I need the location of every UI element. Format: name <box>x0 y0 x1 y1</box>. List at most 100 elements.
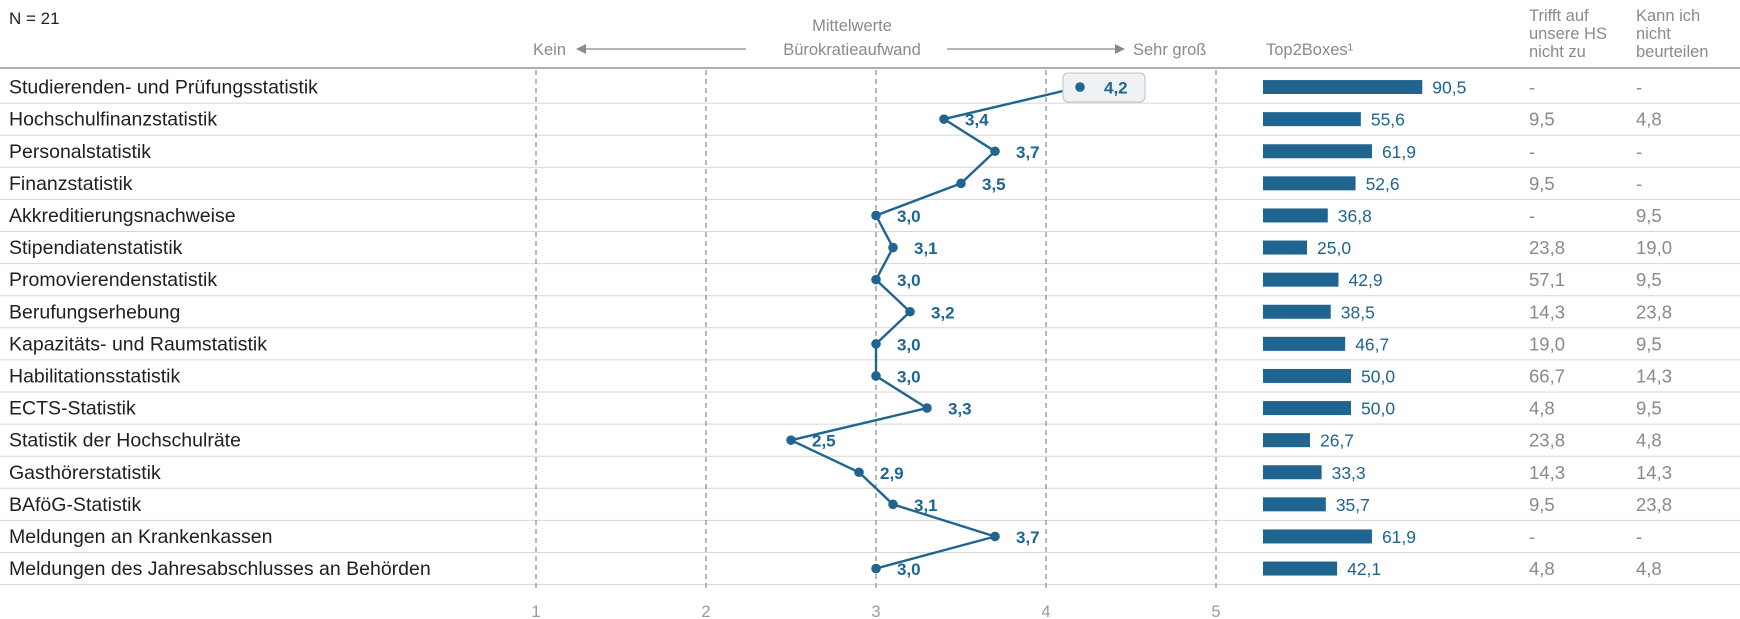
top2-value-label: 25,0 <box>1317 238 1351 258</box>
category-label: ECTS-Statistik <box>9 398 136 420</box>
top2-value-label: 46,7 <box>1355 334 1389 354</box>
trifft-nicht-zu-value: 4,8 <box>1529 398 1555 419</box>
top2-bar <box>1263 401 1351 416</box>
mean-value-label: 3,2 <box>931 303 955 322</box>
kann-nicht-beurteilen-value: - <box>1636 526 1642 547</box>
top2-bar <box>1263 561 1338 576</box>
category-label: BAföG-Statistik <box>9 494 141 516</box>
trifft-nicht-zu-value: - <box>1529 77 1535 98</box>
mean-line-series: 4,2 3,4 3,7 3,5 3,0 3,1 3,0 3,2 3,0 3,0 3,3 2,5 2,9 3… <box>786 72 1146 579</box>
mean-point <box>905 306 915 317</box>
top2-bar <box>1263 368 1351 383</box>
col3-header-line: nicht zu <box>1529 43 1586 61</box>
category-label: Gasthörerstatistik <box>9 462 161 484</box>
top2-value-label: 33,3 <box>1332 463 1366 483</box>
x-tick-label: 5 <box>1211 603 1220 619</box>
category-label: Habilitationsstatistik <box>9 365 180 387</box>
top2-value-label: 61,9 <box>1382 142 1416 162</box>
right-anchor-label: Sehr groß <box>1133 41 1206 59</box>
kann-nicht-beurteilen-value: 9,5 <box>1636 269 1662 290</box>
col4-header: Kann ich nicht beurteilen <box>1636 7 1708 61</box>
category-label: Kapazitäts- und Raumstatistik <box>9 333 267 355</box>
mean-value-label: 3,0 <box>897 207 921 226</box>
mean-point <box>922 403 932 413</box>
x-tick-label: 2 <box>701 603 710 619</box>
top2-value-label: 50,0 <box>1361 399 1395 419</box>
category-label: Stipendiatenstatistik <box>9 237 183 259</box>
kann-nicht-beurteilen-value: - <box>1636 77 1642 98</box>
top2-bar <box>1263 433 1310 448</box>
category-label: Meldungen des Jahresabschlusses an Behör… <box>9 558 431 580</box>
top2-value-label: 26,7 <box>1320 431 1354 451</box>
top2-bar <box>1263 304 1331 319</box>
col4-header-line: Kann ich <box>1636 7 1700 25</box>
left-anchor-label: Kein <box>533 41 566 59</box>
trifft-nicht-zu-value: 9,5 <box>1529 109 1555 130</box>
mean-value-label: 3,1 <box>914 239 938 258</box>
mean-point <box>990 146 1000 157</box>
mean-point <box>871 274 881 285</box>
kann-nicht-beurteilen-value: 23,8 <box>1636 301 1672 322</box>
trifft-nicht-zu-value: 23,8 <box>1529 430 1565 451</box>
n-label: N = 21 <box>9 9 60 28</box>
top2-bar <box>1263 465 1322 480</box>
col3-header-line: Trifft auf <box>1529 7 1589 25</box>
mean-value-label: 3,7 <box>1016 528 1040 547</box>
trifft-nicht-zu-value: 14,3 <box>1529 301 1565 322</box>
top2-value-label: 35,7 <box>1336 495 1370 515</box>
mean-value-label: 3,0 <box>897 271 921 290</box>
col3-header: Trifft auf unsere HS nicht zu <box>1529 7 1607 61</box>
trifft-nicht-zu-value: - <box>1529 141 1535 162</box>
top2-value-label: 90,5 <box>1432 78 1466 98</box>
top2-value-label: 50,0 <box>1361 366 1395 386</box>
mean-value-label: 4,2 <box>1104 79 1128 98</box>
mean-point <box>990 531 1000 542</box>
top2-bar <box>1263 144 1372 159</box>
mean-point <box>888 499 898 510</box>
mean-value-label: 3,3 <box>948 400 972 419</box>
top2-bar <box>1263 272 1339 287</box>
kann-nicht-beurteilen-value: 14,3 <box>1636 462 1672 483</box>
mean-value-label: 3,4 <box>965 111 989 130</box>
top2-bar <box>1263 240 1307 255</box>
trifft-nicht-zu-value: 14,3 <box>1529 462 1565 483</box>
row-separators <box>0 102 1740 586</box>
top2-bar <box>1263 336 1346 351</box>
top2-column-title: Top2Boxes¹ <box>1266 41 1354 59</box>
category-label: Statistik der Hochschulräte <box>9 430 241 452</box>
kann-nicht-beurteilen-value: 4,8 <box>1636 558 1662 579</box>
mean-line <box>789 85 1081 570</box>
category-label: Berufungserhebung <box>9 301 180 323</box>
right-arrow-icon <box>947 44 1125 54</box>
top2-bar <box>1263 80 1423 95</box>
trifft-nicht-zu-value: - <box>1529 205 1535 226</box>
category-label: Akkreditierungsnachweise <box>9 205 236 227</box>
mean-value-label: 3,0 <box>897 367 921 386</box>
top2-value-label: 52,6 <box>1366 174 1400 194</box>
col4-header-line: nicht <box>1636 25 1671 43</box>
mean-value-label: 2,5 <box>812 432 836 451</box>
top2-value-label: 38,5 <box>1341 302 1375 322</box>
mean-value-label: 3,0 <box>897 335 921 354</box>
mean-point <box>871 339 881 349</box>
kann-nicht-beurteilen-value: 9,5 <box>1636 205 1662 226</box>
category-label: Studierenden- und Prüfungsstatistik <box>9 77 318 99</box>
kann-nicht-beurteilen-value: 19,0 <box>1636 237 1672 258</box>
mean-value-label: 2,9 <box>880 464 904 483</box>
top2-value-label: 61,9 <box>1382 527 1416 547</box>
top2-value-label: 42,1 <box>1347 559 1381 579</box>
category-label: Hochschulfinanzstatistik <box>9 109 217 131</box>
trifft-nicht-zu-value: 66,7 <box>1529 365 1565 386</box>
top2-bars: 90,5 55,6 61,9 52,6 36,8 25,0 42,9 38,5 46,7 50,0… <box>1263 78 1466 579</box>
top2-bar <box>1263 208 1328 223</box>
kann-nicht-beurteilen-value: 9,5 <box>1636 333 1662 354</box>
x-tick-label: 4 <box>1041 603 1050 619</box>
trifft-nicht-zu-value: 23,8 <box>1529 237 1565 258</box>
trifft-nicht-zu-value: 9,5 <box>1529 494 1555 515</box>
col4-header-line: beurteilen <box>1636 43 1708 61</box>
kann-nicht-beurteilen-value: 4,8 <box>1636 109 1662 130</box>
category-label: Finanzstatistik <box>9 173 133 195</box>
mean-value-label: 3,0 <box>897 560 921 579</box>
top2-bar <box>1263 529 1372 544</box>
mean-point <box>888 242 898 253</box>
